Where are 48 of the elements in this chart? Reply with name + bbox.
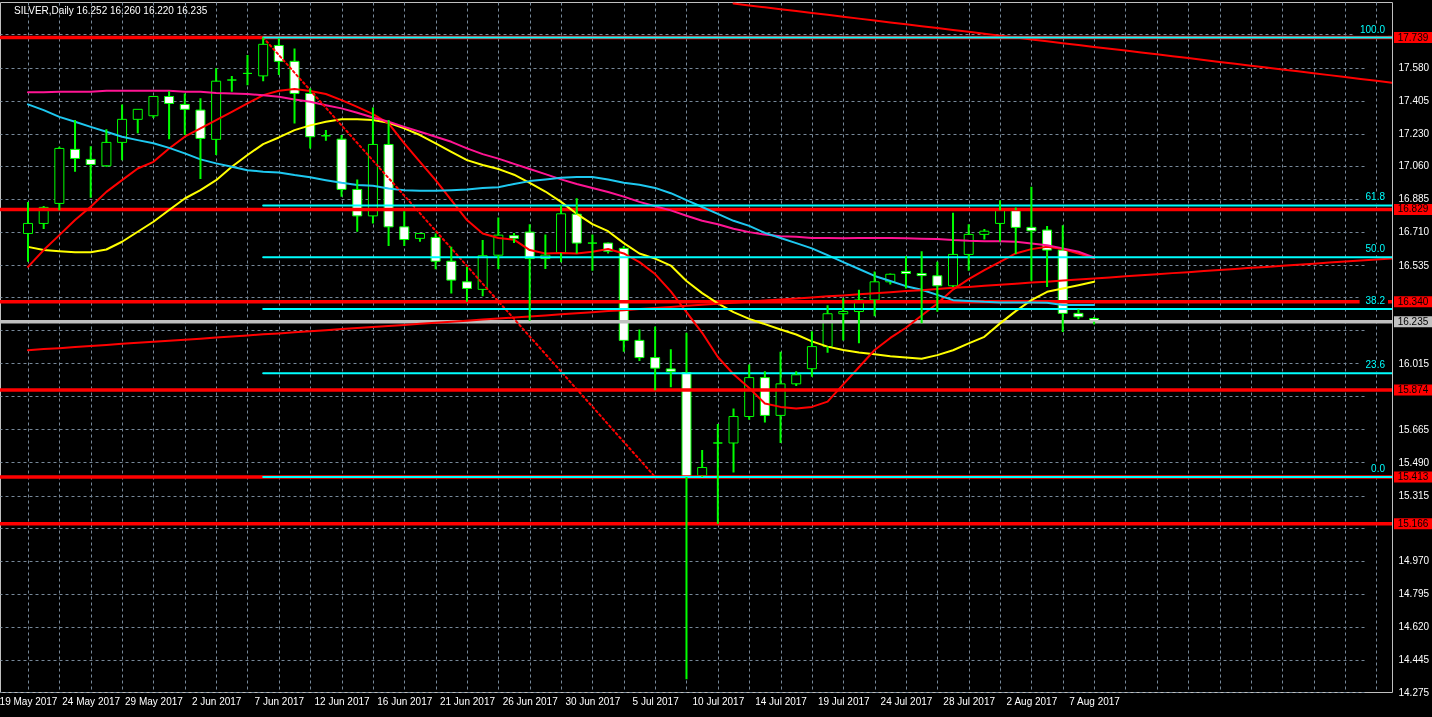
y-tick-label: 14.275 [1398, 686, 1430, 698]
series-label: 100.0 [1359, 23, 1386, 35]
x-tick-label: 19 May 2017 [0, 695, 58, 707]
y-tick-label: 15.315 [1398, 490, 1430, 501]
y-tick-label: 17.230 [1398, 128, 1430, 140]
ref-line-label: 15.166 [1397, 517, 1429, 529]
x-tick-label: 7 Jun 2017 [254, 695, 305, 707]
x-tick-label: 30 Jun 2017 [565, 695, 621, 707]
chart-title: SILVER,Daily 16.252 16.260 16.220 16.235 [14, 5, 208, 16]
y-tick-label: 16.710 [1398, 226, 1430, 238]
x-tick-label: 16 Jun 2017 [377, 695, 433, 707]
y-tick-label: 14.620 [1398, 621, 1430, 633]
ref-line-label: 16.829 [1397, 203, 1429, 215]
x-tick-label: 12 Jun 2017 [314, 695, 371, 707]
x-tick-label: 21 Jun 2017 [439, 695, 496, 707]
y-tick-label: 14.970 [1398, 555, 1430, 567]
x-tick-label: 7 Aug 2017 [1069, 695, 1121, 707]
x-tick-label: 10 Jul 2017 [692, 695, 745, 707]
y-tick-label: 17.060 [1398, 160, 1430, 172]
ref-line-label: 16.235 [1397, 315, 1429, 327]
series-label: 38.2 [1365, 295, 1386, 307]
ref-line-label: 15.413 [1397, 470, 1429, 482]
series-label: 50.0 [1365, 243, 1386, 255]
series-label: 23.6 [1365, 359, 1386, 371]
y-tick-label: 16.535 [1398, 259, 1430, 271]
x-tick-label: 29 May 2017 [125, 695, 184, 707]
y-tick-label: 17.580 [1398, 62, 1430, 74]
y-tick-label: 16.015 [1398, 357, 1430, 369]
series-label: 0.0 [1371, 462, 1386, 474]
y-tick-label: 15.665 [1398, 423, 1430, 435]
x-tick-label: 5 Jul 2017 [632, 695, 680, 707]
x-tick-label: 14 Jul 2017 [755, 695, 808, 707]
x-tick-label: 24 May 2017 [62, 695, 121, 707]
ref-line-label: 15.874 [1397, 383, 1429, 395]
y-tick-label: 14.445 [1398, 654, 1430, 666]
y-tick-label: 17.405 [1398, 95, 1430, 107]
series-label: 61.8 [1365, 191, 1386, 203]
x-tick-label: 2 Jun 2017 [191, 695, 242, 707]
x-tick-label: 24 Jul 2017 [880, 695, 933, 707]
y-tick-label: 15.490 [1398, 456, 1430, 468]
ref-line-label: 17.739 [1397, 31, 1429, 43]
x-tick-label: 26 Jun 2017 [502, 695, 559, 707]
x-tick-label: 28 Jul 2017 [943, 695, 996, 707]
y-tick-label: 14.795 [1398, 588, 1430, 600]
x-tick-label: 2 Aug 2017 [1006, 695, 1058, 707]
ref-line-label: 16.340 [1397, 295, 1429, 307]
x-tick-label: 19 Jul 2017 [817, 695, 871, 707]
y-tick-label: 16.885 [1398, 193, 1430, 205]
